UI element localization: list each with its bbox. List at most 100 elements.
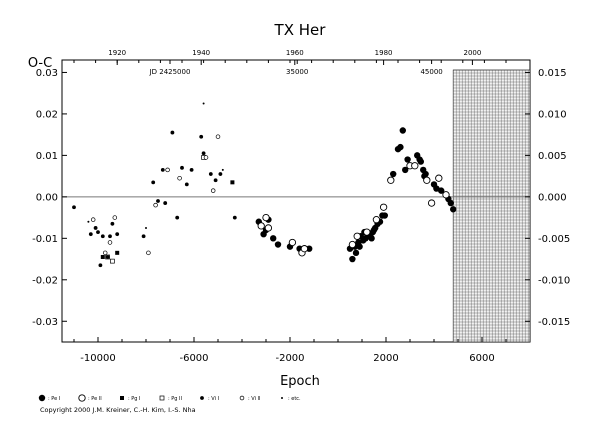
y-axis-label: O-C [28, 56, 52, 71]
legend-marker [159, 395, 165, 401]
data-point [102, 250, 108, 256]
data-point [189, 167, 194, 172]
data-point [160, 167, 165, 172]
data-point [96, 230, 100, 235]
data-point [411, 162, 419, 170]
legend-label: : Pe I [48, 396, 60, 402]
right-axis-ticks: -0.015 -0.010 -0.005 0.000 0.005 0.010 0.015 [525, 68, 570, 328]
legend: : Pe I: Pe II: Pg I: Pg II: Vi I: Vi II:… [38, 394, 301, 402]
year-tick-label: 1940 [192, 49, 210, 57]
data-point [300, 245, 309, 253]
data-point [450, 206, 457, 213]
year-tick-label: 1920 [108, 49, 126, 57]
data-point [370, 226, 378, 234]
y-axis-ticks: -0.03 -0.02 -0.01 0.00 0.01 0.02 0.03 [32, 68, 67, 328]
data-point [417, 158, 424, 165]
data-point [356, 243, 363, 250]
year-tick-label: 1980 [375, 49, 393, 57]
x-tick-label: -6000 [179, 353, 208, 364]
right-tick-label: -0.015 [538, 317, 570, 328]
data-point [230, 180, 235, 185]
data-point [115, 232, 120, 237]
data-point [199, 134, 204, 139]
data-point [201, 151, 206, 156]
data-point [397, 143, 404, 151]
right-tick-label: -0.005 [538, 234, 570, 245]
data-point [146, 250, 151, 256]
right-tick-label: 0.010 [538, 109, 567, 120]
data-point [203, 155, 209, 160]
right-tick-label: 0.005 [538, 151, 567, 162]
data-point [170, 130, 175, 135]
data-point [264, 224, 273, 232]
data-point [390, 170, 397, 178]
data-point [399, 127, 406, 134]
right-tick-label: 0.015 [538, 68, 567, 79]
y-tick-label: -0.01 [32, 234, 58, 245]
data-point [447, 199, 454, 207]
future-region [452, 69, 531, 343]
data-point [433, 185, 440, 192]
jd-label: 35000 [286, 68, 308, 76]
x-tick-label: 2000 [373, 353, 398, 364]
data-point [107, 240, 113, 245]
data-point [363, 228, 371, 236]
data-point [202, 102, 205, 105]
x-axis-ticks: -10000 -6000 -2000 2000 6000 [73, 337, 507, 364]
data-point [141, 234, 146, 239]
data-point [165, 167, 170, 173]
data-point [213, 178, 218, 183]
future-region-grid [452, 69, 531, 343]
data-point [379, 203, 388, 211]
data-point [438, 187, 445, 194]
data-point [372, 216, 381, 224]
jd-label: 45000 [420, 68, 442, 76]
data-point [215, 134, 221, 139]
data-point [93, 226, 98, 230]
legend-marker [120, 396, 124, 400]
data-point [110, 221, 115, 226]
x-axis-label: Epoch [280, 374, 320, 389]
year-tick-label: 1960 [286, 49, 304, 57]
year-tick-label: 2000 [463, 49, 481, 57]
data-point [423, 176, 431, 184]
data-point [90, 217, 96, 222]
x-tick-label: -10000 [80, 353, 115, 364]
legend-label: : Pg II [168, 396, 182, 402]
data-point [404, 156, 411, 163]
legend-marker [239, 395, 245, 401]
data-point [153, 202, 158, 208]
data-point [257, 222, 265, 230]
data-point [270, 235, 277, 242]
data-point [100, 234, 105, 239]
data-point [100, 254, 105, 259]
data-point [151, 180, 156, 185]
data-point [221, 168, 224, 171]
legend-label: : Vi II [248, 396, 261, 402]
data-point [262, 213, 270, 222]
data-point [110, 258, 115, 264]
data-point [210, 188, 216, 193]
data-point [115, 250, 120, 255]
data-point [353, 232, 361, 240]
y-tick-label: 0.01 [36, 151, 58, 162]
data-point [352, 249, 360, 257]
data-point [427, 199, 436, 207]
data-point [348, 240, 357, 249]
y-tick-label: 0.02 [36, 109, 58, 120]
data-point [112, 215, 118, 220]
data-point [274, 241, 282, 248]
data-points [72, 102, 457, 268]
data-point [402, 166, 409, 174]
data-point [349, 255, 356, 263]
legend-marker [200, 396, 204, 400]
data-point [98, 263, 103, 268]
data-point [387, 176, 395, 184]
data-point [288, 238, 297, 247]
right-tick-label: -0.010 [538, 275, 570, 286]
data-point [180, 165, 184, 170]
data-point [145, 226, 147, 229]
chart-title: TX Her [274, 21, 327, 39]
year-axis-ticks: 1920 1940 1960 1980 2000 [73, 49, 507, 65]
data-point [435, 174, 443, 182]
